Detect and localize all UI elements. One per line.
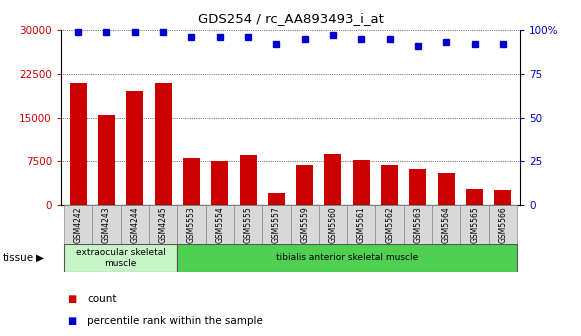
Bar bbox=[149, 205, 177, 244]
Bar bbox=[262, 205, 290, 244]
Bar bbox=[234, 205, 262, 244]
Bar bbox=[325, 154, 342, 205]
Bar bbox=[489, 205, 517, 244]
Bar bbox=[432, 205, 461, 244]
Bar bbox=[177, 244, 517, 272]
Text: GSM5553: GSM5553 bbox=[187, 206, 196, 243]
Bar bbox=[239, 156, 256, 205]
Text: ■: ■ bbox=[67, 316, 76, 326]
Bar bbox=[70, 83, 87, 205]
Text: GSM5563: GSM5563 bbox=[414, 206, 422, 243]
Text: tissue: tissue bbox=[3, 253, 34, 263]
Bar bbox=[268, 193, 285, 205]
Bar bbox=[98, 115, 115, 205]
Bar bbox=[438, 173, 455, 205]
Bar bbox=[375, 205, 404, 244]
Bar bbox=[290, 205, 319, 244]
Bar bbox=[494, 191, 511, 205]
Text: GSM4245: GSM4245 bbox=[159, 206, 167, 243]
Bar bbox=[177, 205, 206, 244]
Bar bbox=[92, 205, 120, 244]
Bar bbox=[211, 161, 228, 205]
Bar bbox=[410, 169, 426, 205]
Text: tibialis anterior skeletal muscle: tibialis anterior skeletal muscle bbox=[276, 253, 418, 262]
Bar bbox=[64, 205, 92, 244]
Text: ▶: ▶ bbox=[36, 253, 44, 263]
Bar bbox=[120, 205, 149, 244]
Text: GSM5566: GSM5566 bbox=[498, 206, 507, 243]
Bar bbox=[461, 205, 489, 244]
Text: GSM5561: GSM5561 bbox=[357, 206, 366, 243]
Text: GSM4242: GSM4242 bbox=[74, 206, 83, 243]
Text: GSM5559: GSM5559 bbox=[300, 206, 309, 243]
Bar bbox=[353, 160, 370, 205]
Text: GSM4244: GSM4244 bbox=[130, 206, 139, 243]
Bar bbox=[381, 165, 398, 205]
Bar bbox=[319, 205, 347, 244]
Text: count: count bbox=[87, 294, 117, 304]
Text: GSM5557: GSM5557 bbox=[272, 206, 281, 243]
Bar bbox=[404, 205, 432, 244]
Text: GSM4243: GSM4243 bbox=[102, 206, 111, 243]
Bar bbox=[206, 205, 234, 244]
Bar bbox=[296, 165, 313, 205]
Text: GSM5565: GSM5565 bbox=[470, 206, 479, 243]
Text: percentile rank within the sample: percentile rank within the sample bbox=[87, 316, 263, 326]
Text: GSM5562: GSM5562 bbox=[385, 206, 394, 243]
Text: ■: ■ bbox=[67, 294, 76, 304]
Bar bbox=[347, 205, 375, 244]
Bar bbox=[183, 158, 200, 205]
Text: extraocular skeletal
muscle: extraocular skeletal muscle bbox=[76, 248, 166, 267]
Bar bbox=[64, 244, 177, 272]
Text: GSM5555: GSM5555 bbox=[243, 206, 253, 243]
Text: GDS254 / rc_AA893493_i_at: GDS254 / rc_AA893493_i_at bbox=[198, 12, 383, 25]
Text: GSM5554: GSM5554 bbox=[215, 206, 224, 243]
Text: GSM5560: GSM5560 bbox=[328, 206, 338, 243]
Bar bbox=[126, 91, 143, 205]
Text: GSM5564: GSM5564 bbox=[442, 206, 451, 243]
Bar bbox=[155, 83, 171, 205]
Bar bbox=[466, 188, 483, 205]
